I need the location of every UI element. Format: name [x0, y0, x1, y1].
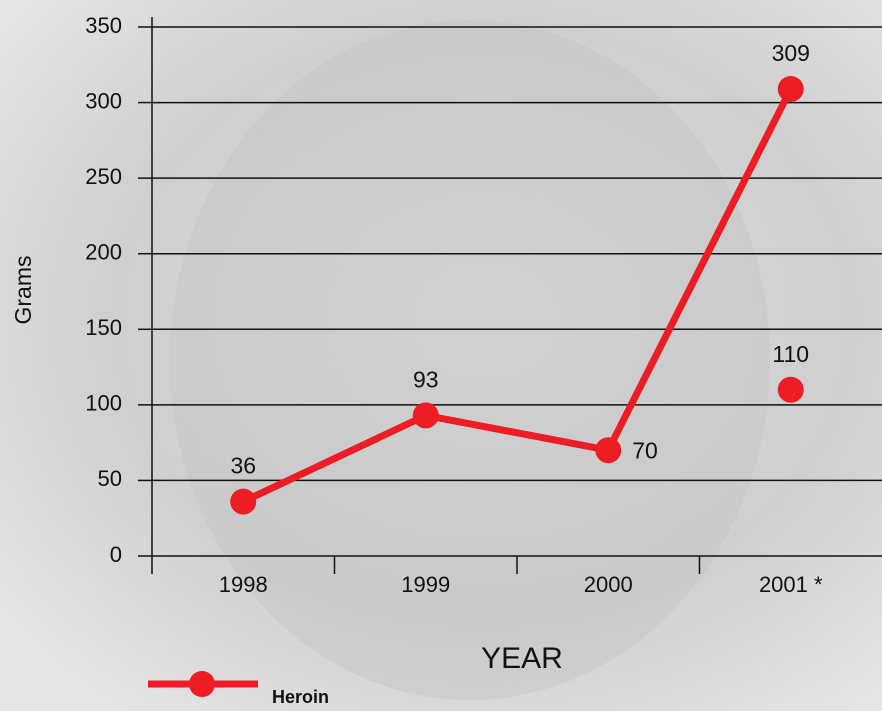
y-tick-label: 200: [85, 240, 122, 265]
y-tick-label: 250: [85, 164, 122, 189]
y-tick-label: 350: [85, 13, 122, 38]
y-tick-label: 50: [98, 466, 122, 491]
data-point: [595, 437, 622, 464]
data-label: 110: [772, 341, 809, 367]
data-label: 36: [230, 453, 256, 479]
x-tick-label: 1998: [219, 572, 268, 597]
data-point: [777, 376, 804, 403]
background-shape: [170, 20, 770, 700]
legend-label: Heroin: [272, 687, 329, 707]
y-tick-label: 100: [85, 391, 122, 416]
y-axis-title: Grams: [10, 256, 36, 325]
legend-marker: [189, 671, 215, 697]
data-label: 93: [413, 367, 439, 393]
data-point: [230, 488, 257, 515]
x-axis-title: YEAR: [481, 642, 563, 675]
x-tick-label: 2000: [584, 572, 633, 597]
data-point: [412, 402, 439, 429]
y-tick-label: 150: [85, 315, 122, 340]
data-label: 309: [772, 40, 810, 66]
data-point: [777, 75, 804, 102]
x-tick-label: 1999: [401, 572, 450, 597]
x-tick-label: 2001 *: [759, 572, 823, 597]
y-tick-label: 0: [110, 542, 122, 567]
y-tick-label: 300: [85, 88, 122, 113]
series-line: [241, 87, 794, 505]
data-label: 70: [632, 437, 658, 463]
